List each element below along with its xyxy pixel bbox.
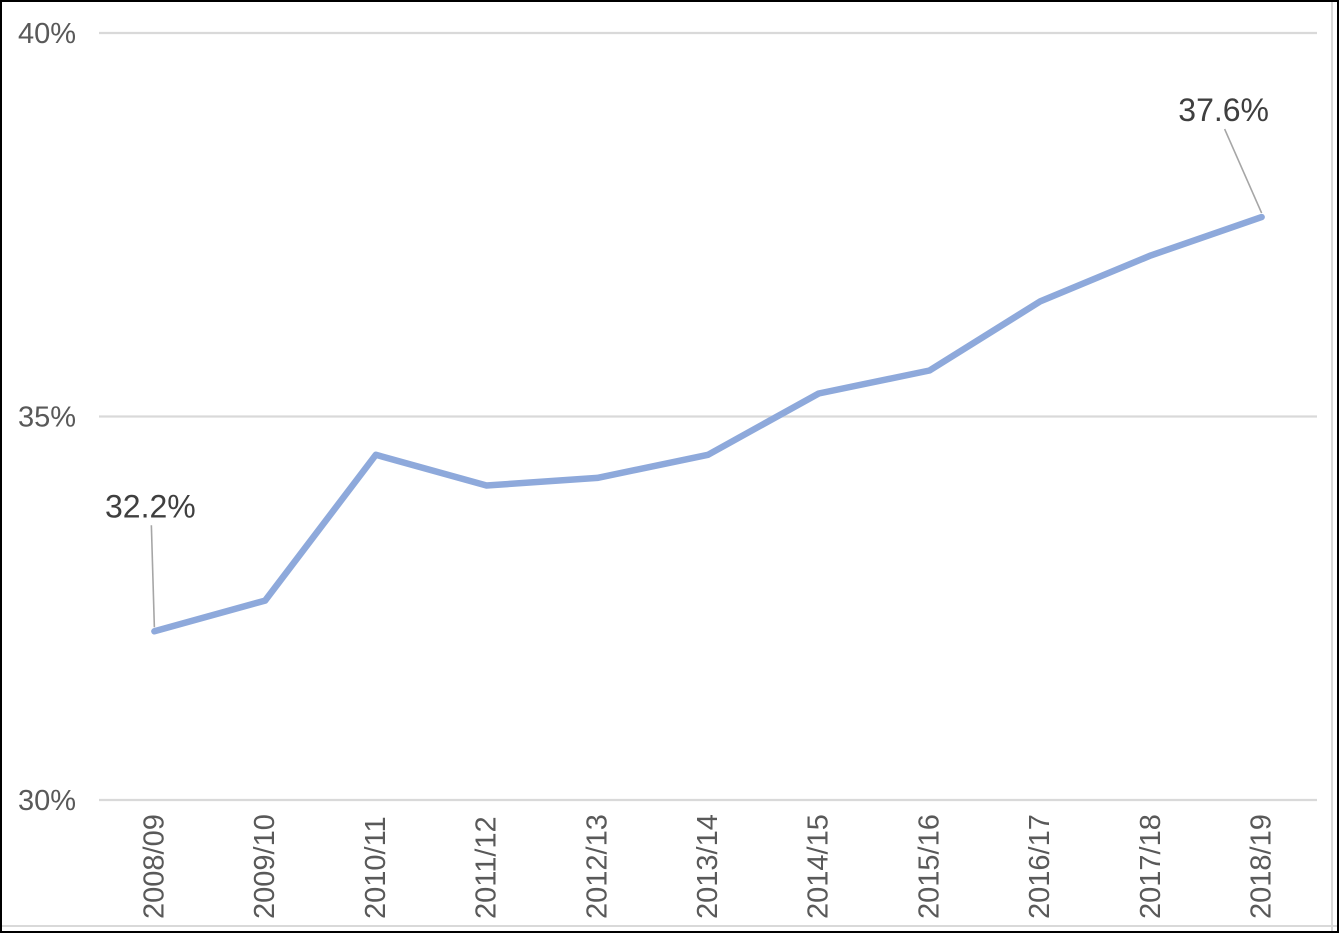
data-label-leader-line	[150, 525, 156, 628]
data-label: 32.2%	[105, 488, 196, 524]
chart-inner-edge-bottom	[2, 925, 1337, 927]
x-axis-tick-label: 2009/10	[249, 814, 281, 919]
x-axis-tick-label: 2016/17	[1024, 814, 1056, 919]
data-label: 37.6%	[1178, 92, 1269, 128]
x-axis-tick-label: 2015/16	[913, 814, 945, 919]
x-axis-tick-label: 2008/09	[138, 814, 170, 919]
data-series-line	[151, 213, 1265, 635]
x-axis-tick-label: 2014/15	[803, 814, 835, 919]
data-label-leader-line	[1223, 128, 1263, 214]
x-axis-tick-label: 2012/13	[581, 814, 613, 919]
y-axis-tick-label: 35%	[18, 402, 76, 434]
y-axis-tick-label: 40%	[18, 18, 76, 50]
y-axis-tick-label: 30%	[18, 785, 76, 817]
x-axis-tick-label: 2018/19	[1246, 814, 1278, 919]
x-axis-tick-label: 2011/12	[471, 816, 503, 919]
x-axis-tick-label: 2013/14	[692, 814, 724, 919]
x-axis-tick-label: 2017/18	[1135, 814, 1167, 919]
chart-inner-edge-right	[1331, 2, 1333, 931]
x-axis-tick-label: 2010/11	[360, 816, 392, 919]
